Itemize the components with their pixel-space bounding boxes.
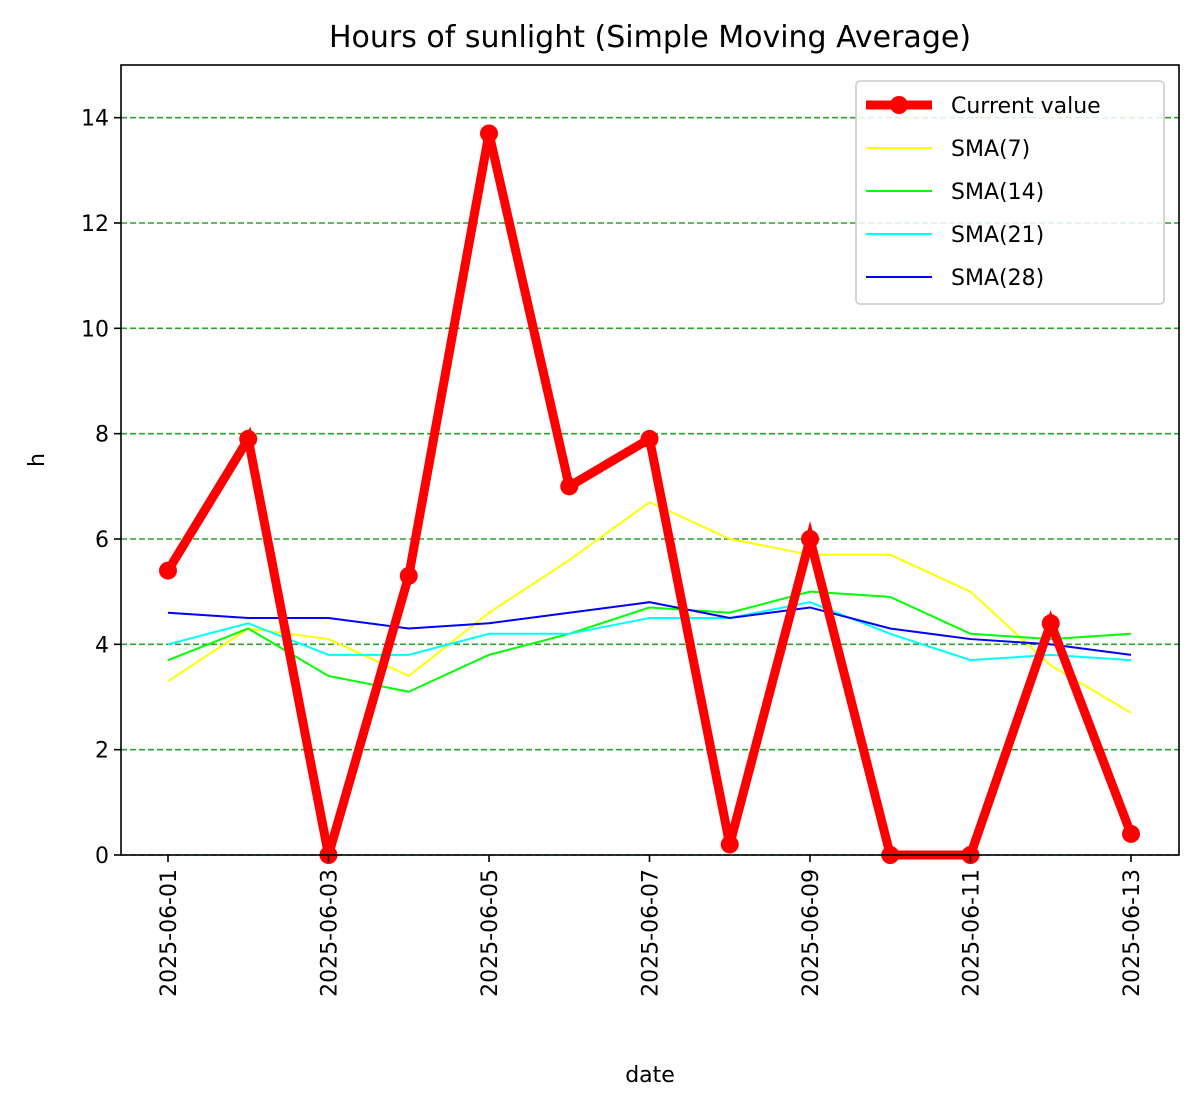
y-tick-label: 10 bbox=[81, 317, 109, 342]
data-point bbox=[560, 477, 579, 496]
y-axis-label: h bbox=[25, 453, 50, 467]
y-tick-label: 4 bbox=[95, 633, 109, 658]
legend-label: SMA(14) bbox=[951, 180, 1044, 205]
y-axis: 0 2 4 6 8 10 12 14 bbox=[81, 107, 121, 869]
series-line bbox=[167, 601, 1132, 656]
data-point bbox=[720, 835, 739, 854]
series-sma-28 bbox=[167, 601, 1132, 656]
x-tick-label: 2025-06-03 bbox=[318, 869, 343, 997]
data-point bbox=[1122, 824, 1140, 843]
data-point bbox=[159, 561, 177, 580]
data-point bbox=[1041, 614, 1060, 633]
legend-item: SMA(7) bbox=[866, 137, 1030, 162]
legend-item: SMA(14) bbox=[866, 180, 1044, 205]
legend-item: SMA(28) bbox=[866, 266, 1044, 291]
y-tick-label: 2 bbox=[95, 739, 109, 764]
x-axis: 2025-06-01 2025-06-03 2025-06-05 2025-06-07… bbox=[157, 855, 1145, 997]
legend-marker bbox=[890, 96, 908, 114]
legend-item: SMA(21) bbox=[866, 223, 1044, 248]
x-tick-label: 2025-06-01 bbox=[157, 869, 182, 997]
data-point bbox=[801, 530, 819, 548]
legend-label: SMA(28) bbox=[951, 266, 1044, 291]
data-point bbox=[480, 124, 498, 143]
y-tick-label: 0 bbox=[95, 844, 109, 869]
series-sma-7 bbox=[167, 500, 1132, 714]
data-point bbox=[399, 566, 418, 585]
data-point bbox=[640, 429, 659, 448]
y-tick-label: 8 bbox=[95, 423, 109, 448]
series-line bbox=[167, 500, 1132, 714]
series-line bbox=[167, 590, 1132, 693]
x-tick-label: 2025-06-13 bbox=[1120, 869, 1145, 997]
legend-label: SMA(21) bbox=[951, 223, 1044, 248]
legend-label: Current value bbox=[951, 94, 1101, 119]
legend: Current value SMA(7) SMA(14) SMA(21) SMA(28) bbox=[855, 80, 1165, 305]
legend-label: SMA(7) bbox=[951, 137, 1030, 162]
x-tick-label: 2025-06-09 bbox=[799, 869, 824, 997]
y-tick-label: 14 bbox=[81, 107, 109, 132]
x-tick-label: 2025-06-07 bbox=[639, 869, 664, 997]
x-axis-label: date bbox=[625, 1063, 675, 1088]
legend-box bbox=[855, 80, 1165, 305]
y-tick-label: 12 bbox=[81, 212, 109, 237]
x-tick-label: 2025-06-11 bbox=[960, 869, 985, 997]
series-line bbox=[167, 601, 1132, 662]
x-tick-label: 2025-06-05 bbox=[478, 869, 503, 997]
legend-item: Current value bbox=[866, 94, 1101, 119]
data-point bbox=[239, 429, 258, 448]
y-tick-label: 6 bbox=[95, 528, 109, 553]
series-sma-21 bbox=[167, 601, 1132, 662]
chart-title: Hours of sunlight (Simple Moving Average… bbox=[329, 20, 971, 55]
series-sma-14 bbox=[167, 590, 1132, 693]
